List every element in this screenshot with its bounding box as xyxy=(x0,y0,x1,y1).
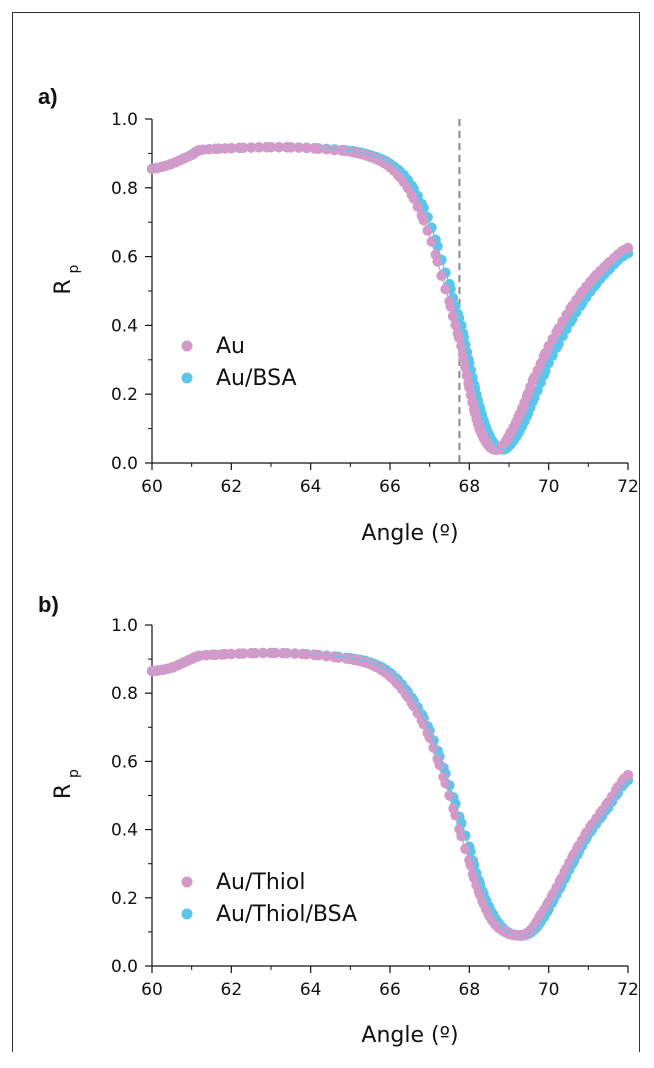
y-axis-title: R xyxy=(51,784,76,799)
y-tick-label: 0.2 xyxy=(111,385,138,405)
x-tick-label: 68 xyxy=(459,477,481,497)
x-tick-label: 70 xyxy=(538,980,560,1000)
x-axis-title: Angle (º) xyxy=(361,521,458,546)
figure-frame xyxy=(12,12,640,1052)
legend-marker xyxy=(181,876,193,888)
x-tick-label: 66 xyxy=(379,477,401,497)
y-tick-label: 0.6 xyxy=(111,752,138,772)
panel-label: b) xyxy=(38,592,59,617)
y-tick-label: 0.8 xyxy=(111,179,138,199)
x-tick-label: 72 xyxy=(617,980,639,1000)
x-tick-label: 70 xyxy=(538,477,560,497)
legend-marker xyxy=(181,340,193,352)
series-fit-line xyxy=(151,652,629,936)
y-tick-label: 1.0 xyxy=(111,110,138,130)
x-tick-label: 64 xyxy=(300,980,322,1000)
x-tick-label: 62 xyxy=(221,980,243,1000)
x-tick-label: 72 xyxy=(617,477,639,497)
y-axis-title: R xyxy=(51,279,76,294)
legend-label: Au/Thiol xyxy=(216,870,305,895)
x-tick-label: 68 xyxy=(459,980,481,1000)
legend-marker xyxy=(181,372,193,384)
x-tick-label: 60 xyxy=(141,477,163,497)
y-tick-label: 0.8 xyxy=(111,684,138,704)
x-tick-label: 64 xyxy=(300,477,322,497)
panel-label: a) xyxy=(38,84,58,109)
x-tick-label: 60 xyxy=(141,980,163,1000)
y-tick-label: 0.6 xyxy=(111,248,138,268)
x-axis-title: Angle (º) xyxy=(361,1023,458,1048)
chart-panel-b: b) 0.0 0.2 0.4 0.6 0.8 1.0 60 62 64 66 68 70 72 Angle … xyxy=(38,592,639,1048)
x-tick-label: 66 xyxy=(379,980,401,1000)
series-fit-line xyxy=(151,146,629,451)
y-axis-title-subscript: p xyxy=(66,769,82,778)
legend-label: Au xyxy=(216,334,245,359)
y-tick-label: 0.4 xyxy=(111,821,138,841)
series-fit-line xyxy=(151,146,629,451)
y-tick-label: 0.0 xyxy=(111,957,138,977)
legend-label: Au/Thiol/BSA xyxy=(216,902,357,927)
legend-marker xyxy=(181,908,193,920)
y-tick-label: 1.0 xyxy=(111,616,138,636)
y-axis-title-subscript: p xyxy=(66,264,82,273)
y-tick-label: 0.0 xyxy=(111,454,138,474)
y-tick-label: 0.2 xyxy=(111,889,138,909)
y-tick-label: 0.4 xyxy=(111,316,138,336)
x-tick-label: 62 xyxy=(221,477,243,497)
chart-panel-a: a) 0.0 0.2 0.4 0.6 0.8 1.0 60 62 64 66 68 70 72 Angle … xyxy=(38,84,639,546)
legend-label: Au/BSA xyxy=(216,366,297,391)
